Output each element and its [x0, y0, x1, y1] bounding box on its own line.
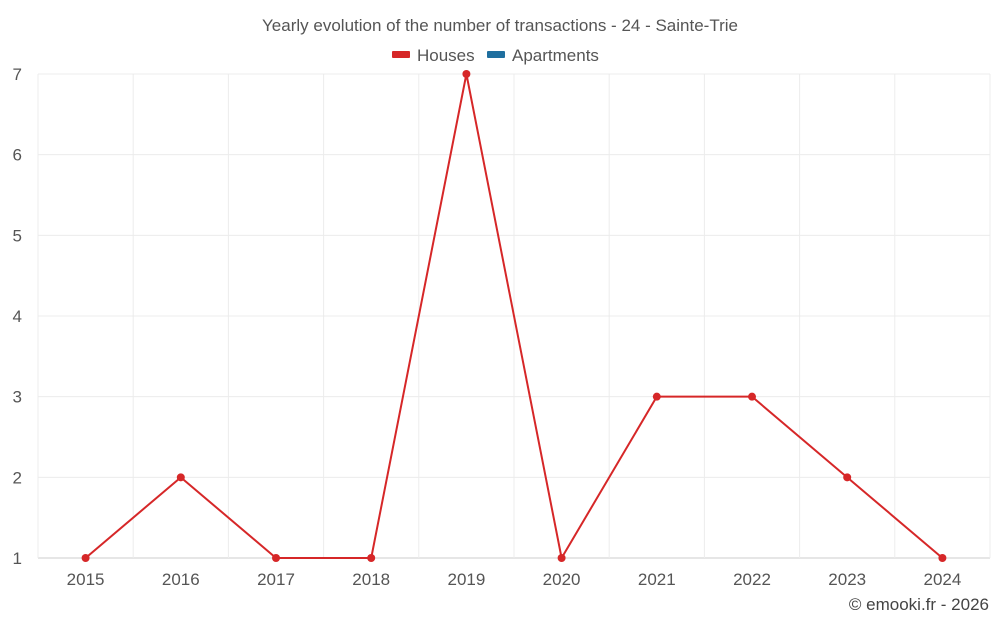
x-tick-label: 2018: [352, 570, 390, 589]
data-point-houses[interactable]: [557, 554, 566, 562]
x-tick-label: 2021: [638, 570, 676, 589]
data-point-houses[interactable]: [176, 473, 185, 482]
legend-label-apartments: Apartments: [512, 46, 599, 65]
y-tick-label: 5: [13, 226, 22, 245]
x-tick-label: 2024: [923, 570, 961, 589]
chart-title: Yearly evolution of the number of transa…: [262, 16, 738, 35]
x-tick-label: 2022: [733, 570, 771, 589]
credit-text: © emooki.fr - 2026: [849, 595, 989, 614]
x-tick-label: 2015: [67, 570, 105, 589]
data-point-houses[interactable]: [367, 554, 376, 562]
legend-swatch-houses: [392, 51, 410, 58]
x-tick-label: 2019: [447, 570, 485, 589]
y-axis-ticks: 1 2 3 4 5 6 7: [13, 65, 22, 568]
legend-label-houses: Houses: [417, 46, 475, 65]
x-tick-label: 2017: [257, 570, 295, 589]
legend: Houses Apartments: [392, 46, 599, 65]
legend-swatch-apartments: [487, 51, 505, 58]
x-tick-label: 2016: [162, 570, 200, 589]
x-tick-label: 2020: [543, 570, 581, 589]
y-tick-label: 2: [13, 468, 22, 487]
series-line-houses: [84, 73, 944, 559]
data-point-houses[interactable]: [652, 392, 661, 401]
y-tick-label: 7: [13, 65, 22, 84]
data-point-houses[interactable]: [938, 554, 947, 562]
data-point-houses[interactable]: [843, 473, 852, 482]
data-point-houses[interactable]: [272, 554, 280, 562]
x-tick-label: 2023: [828, 570, 866, 589]
data-point-houses[interactable]: [462, 70, 471, 78]
x-axis-ticks: 2015 2016 2017 2018 2019 2020 2021 2022 2023 2024: [67, 570, 962, 589]
y-tick-label: 4: [13, 307, 22, 326]
data-point-houses[interactable]: [81, 554, 90, 562]
y-tick-label: 3: [13, 388, 22, 407]
series-houses: [81, 70, 947, 562]
data-point-houses[interactable]: [748, 392, 756, 401]
y-tick-label: 1: [13, 549, 22, 568]
legend-item-houses[interactable]: Houses: [392, 46, 475, 65]
legend-item-apartments[interactable]: Apartments: [487, 46, 599, 65]
y-tick-label: 6: [13, 146, 22, 165]
